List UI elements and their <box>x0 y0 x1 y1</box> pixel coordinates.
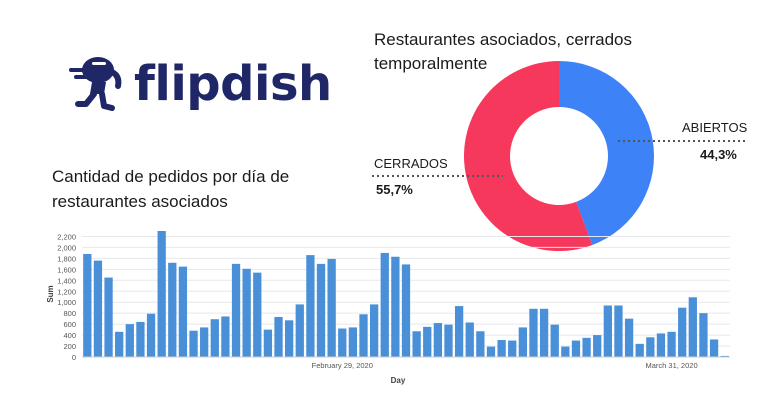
bar <box>635 343 644 357</box>
bar <box>380 252 389 357</box>
bar <box>465 322 474 357</box>
bar <box>125 324 134 357</box>
bar <box>221 316 230 357</box>
y-tick-label: 0 <box>72 353 76 362</box>
y-tick-label: 1,400 <box>57 276 76 285</box>
bar <box>550 324 559 357</box>
running-person-icon <box>69 57 122 111</box>
y-tick-label: 2,200 <box>57 232 76 241</box>
bar <box>699 313 708 357</box>
bar <box>508 340 517 357</box>
x-tick-label: February 29, 2020 <box>312 361 373 370</box>
y-tick-label: 1,800 <box>57 254 76 263</box>
donut-slice-abiertos <box>559 61 655 245</box>
y-tick-label: 200 <box>63 342 76 351</box>
bar <box>412 331 421 357</box>
bar <box>720 355 729 357</box>
bar <box>136 321 145 357</box>
bar <box>497 340 506 357</box>
bar <box>189 330 198 357</box>
bar <box>306 255 315 357</box>
bar <box>391 256 400 357</box>
bar <box>295 304 304 357</box>
slice-label-abiertos: ABIERTOS <box>682 120 748 135</box>
bar <box>614 305 623 357</box>
bar <box>678 307 687 357</box>
slice-value-cerrados: 55,7% <box>376 182 413 197</box>
y-tick-label: 1,200 <box>57 287 76 296</box>
bar <box>231 263 241 357</box>
bar <box>316 263 326 357</box>
bar <box>200 327 209 357</box>
bar <box>518 327 527 357</box>
bar-chart: 0 200 400 600 800 1,000 1,200 1,400 1,600 1,800 2,… <box>46 231 730 385</box>
bar <box>433 323 443 357</box>
bar <box>709 339 719 357</box>
pie-chart-title: Restaurantes asociados, cerrados tempora… <box>374 30 632 73</box>
bar <box>667 331 676 357</box>
bar <box>285 320 294 357</box>
y-tick-label: 2,000 <box>57 243 76 252</box>
y-tick-label: 1,000 <box>57 298 76 307</box>
y-tick-label: 800 <box>63 309 76 318</box>
y-tick-label: 600 <box>63 320 76 329</box>
bar <box>401 264 411 357</box>
x-axis-title: Day <box>391 376 406 385</box>
bar <box>115 331 124 357</box>
bar <box>253 272 262 357</box>
x-tick-label: March 31, 2020 <box>646 361 698 370</box>
bar <box>423 326 432 357</box>
bar <box>486 346 496 357</box>
bar <box>539 308 549 357</box>
bar <box>274 317 283 357</box>
bar <box>444 324 453 357</box>
bar <box>178 266 188 357</box>
bar-chart-title: Cantidad de pedidos por día de restauran… <box>52 167 290 211</box>
slice-value-abiertos: 44,3% <box>700 147 737 162</box>
bar <box>157 231 166 357</box>
bar <box>242 268 251 357</box>
bar <box>656 333 666 357</box>
bar <box>646 337 655 357</box>
bar <box>593 335 602 357</box>
bar <box>529 308 538 357</box>
bar <box>454 306 464 357</box>
bar <box>338 328 347 357</box>
bar <box>210 319 219 357</box>
y-tick-label: 1,600 <box>57 265 76 274</box>
bar <box>359 314 368 357</box>
brand-name: flipdish <box>134 56 332 112</box>
bar <box>476 331 485 357</box>
bar <box>327 258 336 357</box>
bar <box>146 313 156 357</box>
bar <box>561 346 570 357</box>
bar <box>263 329 273 357</box>
bar <box>688 297 697 357</box>
y-tick-label: 400 <box>63 331 76 340</box>
bar <box>369 304 379 357</box>
y-axis-title: Sum <box>46 285 55 302</box>
bar <box>348 327 358 357</box>
donut-slice-cerrados <box>464 61 593 251</box>
bar <box>624 318 634 357</box>
bar <box>571 340 581 357</box>
flipdish-logo: flipdish <box>68 52 332 122</box>
bar <box>104 277 113 357</box>
bar <box>582 337 591 357</box>
bar <box>93 260 103 357</box>
bar <box>603 305 612 357</box>
slice-label-cerrados: CERRADOS <box>374 156 448 171</box>
bar <box>168 262 177 357</box>
bar <box>83 254 92 357</box>
